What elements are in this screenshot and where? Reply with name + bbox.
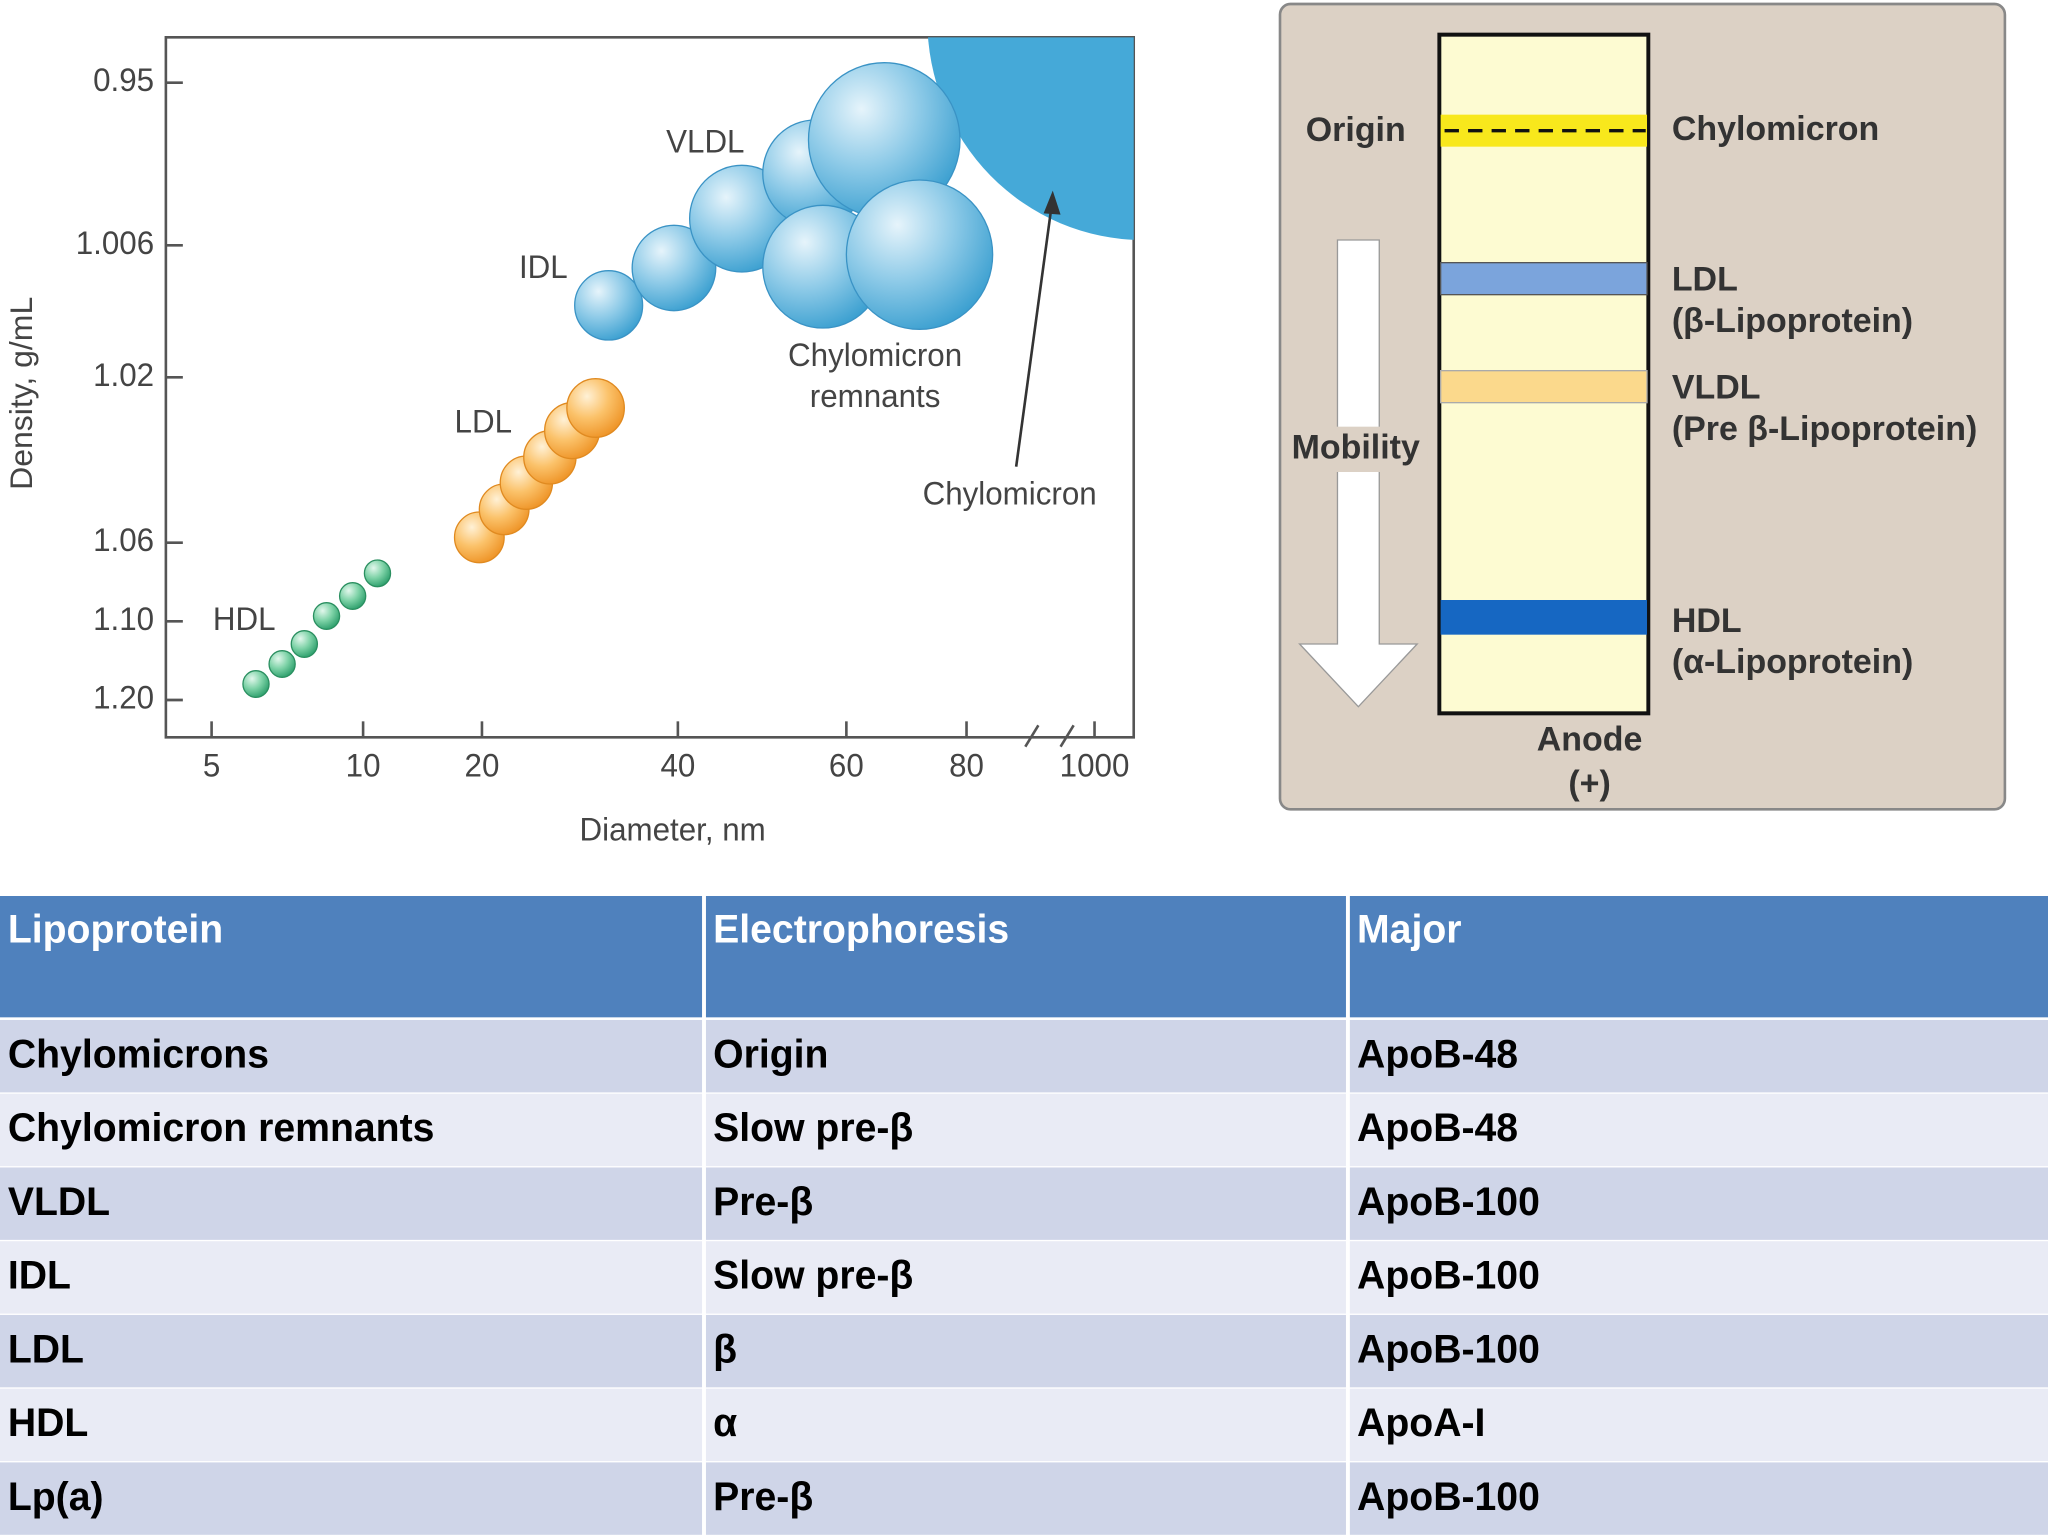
table-row: [0, 1167, 2048, 1240]
table: Lipoprotein Electrophoresis Major Chylomicr…: [0, 896, 2048, 1536]
table-cell: Slow pre-β: [713, 1253, 913, 1297]
plot-frame: [164, 36, 1136, 739]
table-row: [0, 1462, 2048, 1535]
band: [1439, 261, 1648, 296]
density-plot: 0.95 1.006 1.02 1.06 1.10 1.20 5 10 20 4…: [3, 36, 1136, 848]
band-alt: (Pre β-Lipoprotein): [1672, 410, 1977, 448]
y-tick-label: 1.20: [93, 679, 154, 715]
anode-label: Anode: [1537, 720, 1643, 758]
label-remnants: remnants: [810, 378, 941, 414]
mobility-arrow: [1298, 239, 1419, 708]
ldl-bubbles: [453, 378, 625, 564]
table-cell: Chylomicrons: [8, 1032, 269, 1076]
band-name: Chylomicron: [1672, 110, 1879, 148]
label-remnants: Chylomicron: [788, 336, 962, 372]
table-cell: β: [713, 1327, 737, 1371]
x-tick-label: 1000: [1060, 747, 1130, 783]
origin-label: Origin: [1306, 111, 1406, 149]
table-cell: α: [713, 1401, 737, 1445]
x-tick-label: 5: [203, 747, 220, 783]
table-cell: Lp(a): [8, 1474, 104, 1518]
table-cell: IDL: [8, 1253, 71, 1297]
x-tick-label: 80: [949, 747, 984, 783]
table-cell: Pre-β: [713, 1180, 813, 1224]
header-cell: Lipoprotein: [8, 907, 223, 951]
x-tick-label: 40: [660, 747, 695, 783]
x-axis-label: Diameter, nm: [580, 811, 766, 847]
table-row: [0, 1020, 2048, 1093]
band-alt: (β-Lipoprotein): [1672, 302, 1913, 340]
header-cell: Major: [1357, 907, 1461, 951]
band-alt: (α-Lipoprotein): [1672, 643, 1913, 681]
table-cell: ApoB-100: [1357, 1474, 1540, 1518]
x-tick-label: 20: [465, 747, 500, 783]
mobility-label: Mobility: [1292, 428, 1420, 466]
table-cell: ApoB-48: [1357, 1032, 1518, 1076]
y-tick-label: 1.02: [93, 356, 154, 392]
pointer-head: [1043, 190, 1061, 215]
table-row: [0, 1388, 2048, 1462]
label-idl: IDL: [519, 248, 568, 284]
y-tick-label: 1.06: [93, 522, 154, 558]
y-tick-label: 1.006: [76, 224, 154, 260]
table-cell: ApoB-100: [1357, 1327, 1540, 1371]
band-name: LDL: [1672, 260, 1738, 298]
label-chylomicron: Chylomicron: [923, 475, 1097, 511]
band-name: HDL: [1672, 602, 1742, 640]
table-row: [0, 1093, 2048, 1167]
anode-label: (+): [1568, 764, 1610, 802]
table-row: [0, 1241, 2048, 1314]
header-row: [0, 896, 2048, 1018]
header-cell: Electrophoresis: [713, 907, 1009, 951]
x-tick-label: 60: [829, 747, 864, 783]
table-cell: ApoA-I: [1357, 1401, 1485, 1445]
pointer-line: [1014, 197, 1055, 467]
table-cell: ApoB-100: [1357, 1253, 1540, 1297]
y-tick-label: 1.10: [93, 600, 154, 636]
band-name: VLDL: [1672, 368, 1761, 406]
table-cell: ApoB-48: [1357, 1106, 1518, 1150]
hdl-bubbles: [242, 559, 392, 698]
label-bg: [1286, 426, 1428, 472]
table-cell: Chylomicron remnants: [8, 1106, 435, 1150]
label-ldl: LDL: [455, 403, 512, 439]
band: [1440, 600, 1648, 635]
y-axis-label: Density, g/mL: [3, 297, 39, 490]
x-tick-label: 10: [346, 747, 381, 783]
chylomicron-bubble: [928, 37, 1134, 240]
table-cell: VLDL: [8, 1180, 110, 1224]
label-vldl: VLDL: [666, 123, 744, 159]
table-cell: ApoB-100: [1357, 1180, 1540, 1224]
table-cell: Origin: [713, 1032, 828, 1076]
table-cell: LDL: [8, 1327, 84, 1371]
vldl-idl-bubbles: [574, 62, 994, 341]
table-cell: Slow pre-β: [713, 1106, 913, 1150]
ticks: [165, 81, 1096, 748]
table-row: [0, 1314, 2048, 1388]
y-tick-label: 0.95: [93, 62, 154, 98]
table-cell: HDL: [8, 1401, 89, 1445]
electrophoresis: Origin Mobility Anode (+) Chylomicron LD…: [1278, 2, 2007, 811]
label-hdl: HDL: [213, 600, 276, 636]
band: [1439, 369, 1648, 404]
table-cell: Pre-β: [713, 1474, 813, 1518]
